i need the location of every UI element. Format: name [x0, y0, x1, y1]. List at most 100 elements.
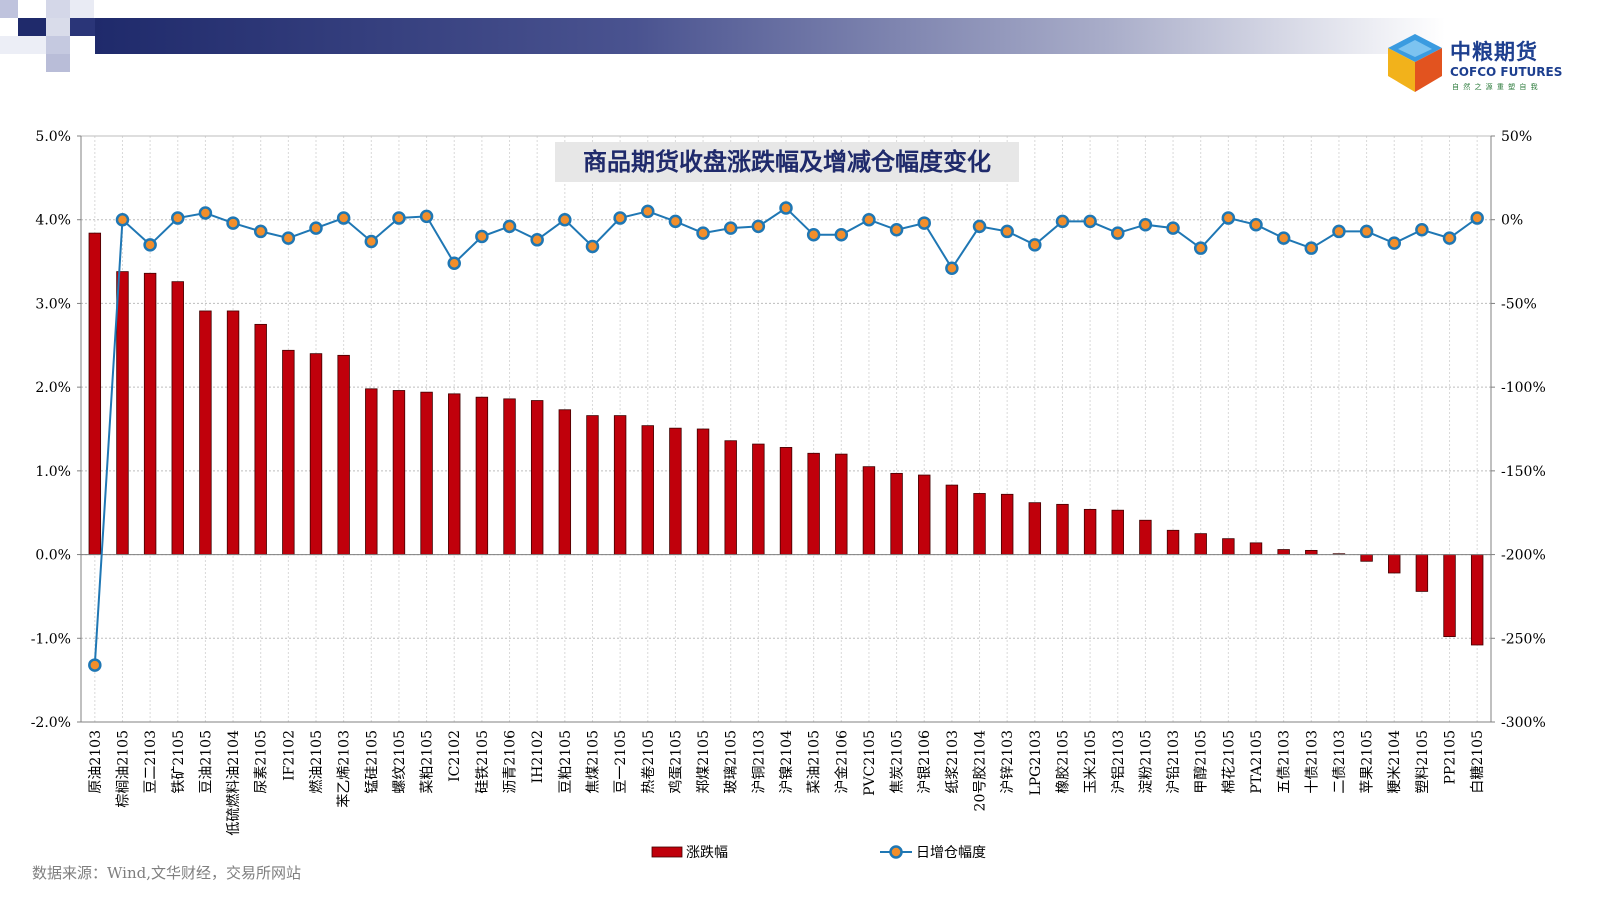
bar — [696, 428, 710, 555]
category-label: 原油2103 — [88, 730, 104, 794]
line-point — [558, 212, 572, 227]
right-axis-tick-label: 0% — [1501, 213, 1523, 229]
line-point — [171, 211, 185, 225]
category-label: 菜粕2105 — [420, 730, 436, 794]
right-axis-tick-label: -200% — [1501, 548, 1546, 564]
line-point — [88, 658, 102, 672]
bar — [1194, 533, 1207, 555]
bar — [807, 452, 820, 555]
decor-square — [0, 36, 46, 54]
decor-square — [70, 0, 94, 18]
category-label: 苯乙烯2103 — [336, 730, 353, 808]
left-axis-tick-label: 4.0% — [35, 213, 71, 229]
category-label: 焦炭2105 — [890, 730, 906, 794]
bar — [1222, 538, 1235, 555]
category-label: 沪银2106 — [917, 730, 933, 794]
bar — [779, 447, 793, 555]
legend-line-marker — [889, 845, 903, 859]
bar — [1083, 508, 1097, 555]
line-point — [198, 206, 213, 220]
bar — [365, 388, 378, 555]
category-label: 沪金2106 — [834, 730, 850, 794]
line-point — [779, 201, 793, 215]
bar — [1415, 554, 1429, 592]
line-point — [364, 234, 379, 249]
line-point — [1470, 211, 1484, 225]
line-point — [115, 212, 130, 227]
right-axis-tick-label: -50% — [1501, 296, 1537, 312]
category-label: 热卷2105 — [641, 730, 657, 794]
bar — [254, 323, 267, 555]
bar — [337, 354, 350, 555]
legend-line-label: 日增仓幅度 — [916, 845, 986, 861]
line-point — [917, 216, 931, 230]
line-point — [1387, 236, 1401, 250]
category-label: 硅铁2105 — [475, 730, 491, 794]
line-point — [226, 216, 240, 230]
bar — [448, 393, 461, 555]
logo-name-cn: 中粮期货 — [1450, 40, 1538, 64]
bar — [1111, 509, 1124, 555]
line-point — [696, 226, 710, 240]
line-point — [1276, 231, 1291, 245]
category-label: 棉花2105 — [1220, 730, 1237, 794]
left-axis-tick-label: -1.0% — [31, 631, 71, 647]
category-label: LPG2103 — [1028, 730, 1044, 796]
line-point — [1000, 224, 1014, 239]
bar — [1388, 554, 1401, 574]
right-axis-tick-label: -300% — [1501, 715, 1546, 731]
line-point — [723, 221, 738, 235]
line-point — [972, 219, 987, 234]
category-label: 玻璃2105 — [723, 730, 740, 794]
line-point — [502, 219, 517, 234]
line-point — [475, 229, 489, 244]
category-label: 纸浆2103 — [945, 730, 961, 794]
chart-title-box: 商品期货收盘涨跌幅及增减仓幅度变化 — [555, 142, 1019, 182]
bar — [1056, 503, 1069, 555]
left-axis-tick-label: 3.0% — [35, 296, 71, 312]
bar — [282, 349, 295, 555]
category-label: 棕榈油2105 — [115, 730, 131, 808]
category-label: 菜油2105 — [807, 730, 823, 794]
line-point — [1138, 217, 1153, 232]
category-label: IF2102 — [281, 730, 297, 781]
category-label: 二债2103 — [1332, 730, 1348, 794]
line-point — [889, 223, 904, 237]
category-label: 五债2103 — [1277, 730, 1293, 794]
line-point — [1304, 241, 1319, 255]
bar — [1305, 549, 1318, 555]
line-point — [447, 256, 461, 270]
category-label: 豆二2103 — [143, 730, 159, 794]
category-label: 豆粕2105 — [558, 730, 574, 794]
category-label: 鸡蛋2105 — [667, 730, 684, 794]
category-label: 燃油2105 — [308, 730, 325, 794]
decor-square — [46, 36, 70, 54]
line-point — [1442, 231, 1457, 245]
legend-bar-label: 涨跌幅 — [686, 845, 728, 861]
bar — [392, 390, 406, 555]
bar — [586, 415, 599, 555]
category-label: 沥青2106 — [503, 730, 519, 794]
category-label: 白糖2105 — [1470, 730, 1486, 794]
line-point — [281, 231, 296, 245]
bar — [1277, 549, 1290, 555]
bar — [752, 443, 765, 555]
line-point — [1332, 224, 1346, 239]
line-point — [336, 211, 351, 225]
line-point — [1415, 223, 1429, 237]
decor-square — [46, 54, 70, 72]
category-label: 豆一2105 — [613, 730, 629, 794]
left-axis-tick-label: 5.0% — [35, 129, 71, 145]
bar — [1139, 519, 1152, 555]
left-axis-tick-label: 0.0% — [35, 548, 71, 564]
bar — [1470, 554, 1484, 646]
decor-square — [46, 0, 70, 18]
line-point — [1166, 221, 1180, 235]
bar — [862, 466, 876, 555]
category-label: 沪铜2103 — [751, 730, 767, 794]
category-label: 20号胶2104 — [972, 730, 989, 812]
line-point — [1055, 214, 1070, 229]
bar — [420, 391, 433, 555]
data-source-note: 数据来源：Wind,文华财经，交易所网站 — [32, 864, 301, 882]
